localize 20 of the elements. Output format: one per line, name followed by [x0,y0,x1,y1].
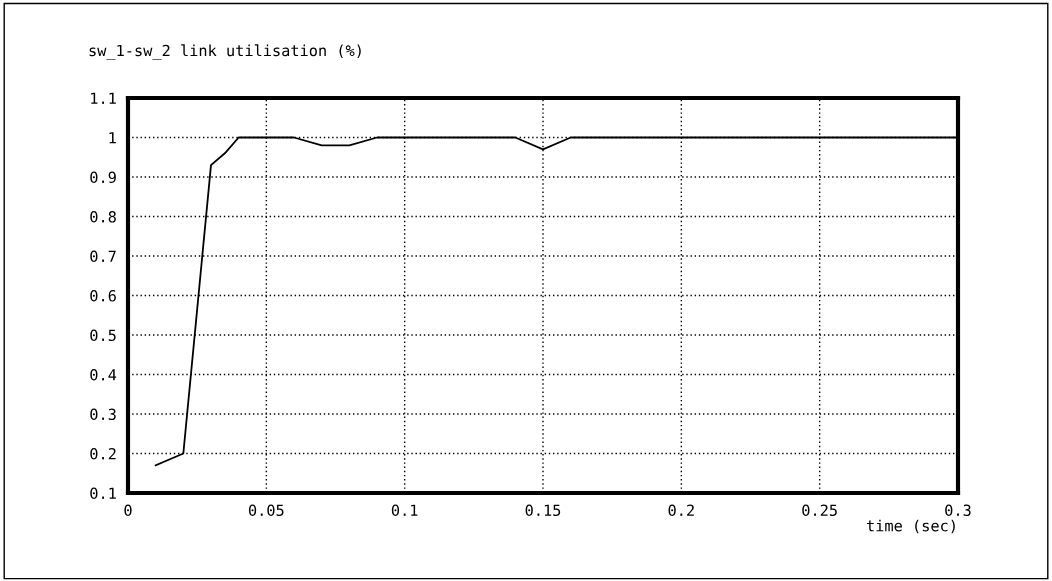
y-tick-label: 0.1 [90,487,116,500]
x-tick-label: 0.3 [945,504,971,517]
y-tick-label: 0.3 [90,408,116,421]
x-tick-label: 0 [124,504,132,517]
x-tick-label: 0.05 [248,504,284,517]
x-tick-label: 0.15 [525,504,561,517]
y-tick-label: 1.1 [91,92,116,104]
y-tick-label: 0.2 [90,448,116,460]
x-tick-label: 0.2 [668,504,694,517]
y-tick-label: 0.7 [90,250,116,263]
x-axis-title: time (sec) [867,519,955,534]
y-tick-label: 1 [109,132,116,144]
y-tick-label: 0.5 [90,329,116,342]
y-tick-label: 0.8 [90,211,116,223]
x-tick-label: 0.25 [802,504,837,517]
y-tick-label: 0.4 [90,369,117,381]
x-tick-label: 0.1 [391,504,418,517]
chart-title: sw_1-sw_2 link utilisation (%) [89,44,361,60]
y-tick-label: 0.6 [90,290,116,302]
y-tick-label: 0.9 [90,171,116,184]
